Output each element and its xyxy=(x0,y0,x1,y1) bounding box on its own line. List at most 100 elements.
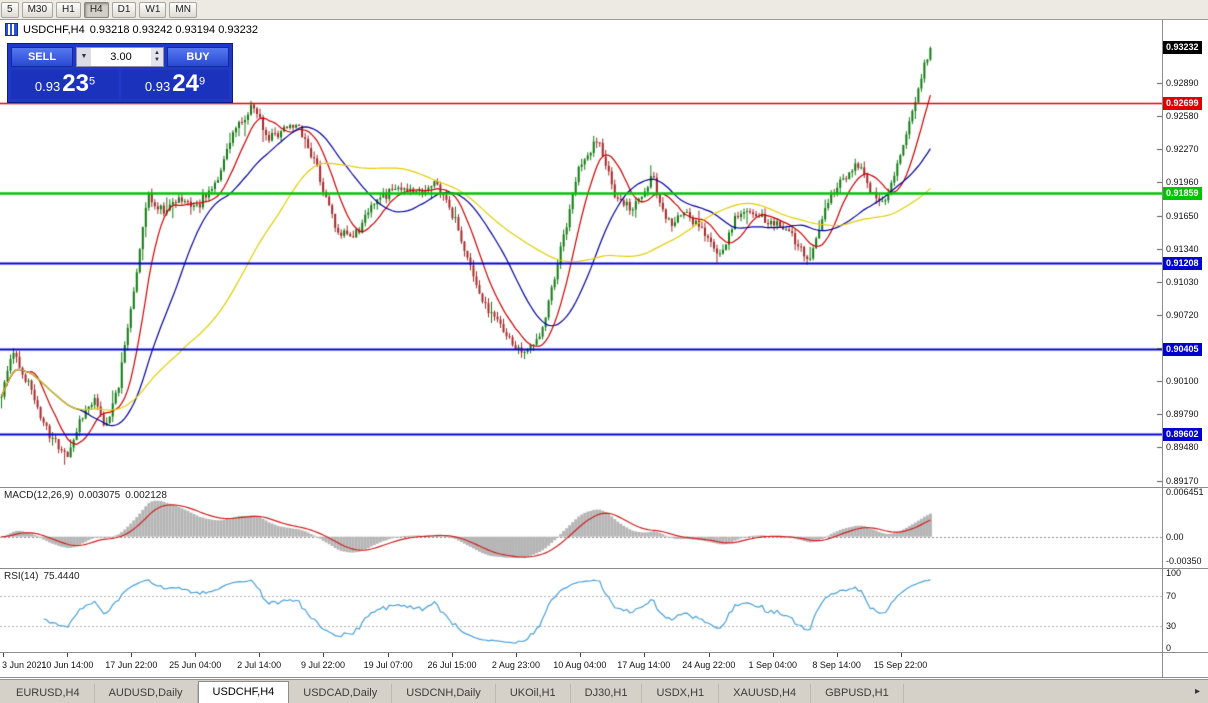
chart-tab-usdx-h1[interactable]: USDX,H1 xyxy=(642,684,720,703)
timeframe-button-h1[interactable]: H1 xyxy=(56,1,81,18)
time-tick xyxy=(259,653,261,657)
rsi-indicator-label: RSI(14) 75.4440 xyxy=(4,571,80,582)
price-tick-label: 0.92890 xyxy=(1166,78,1199,89)
rsi-scale-label: 100 xyxy=(1166,568,1182,578)
chart-icon xyxy=(5,23,18,36)
time-tick xyxy=(67,653,69,657)
chart-tab-dj30-h1[interactable]: DJ30,H1 xyxy=(571,684,643,703)
time-tick xyxy=(3,653,5,657)
chart-tab-xauusd-h4[interactable]: XAUUSD,H4 xyxy=(719,684,812,703)
timeframe-button-d1[interactable]: D1 xyxy=(111,1,137,18)
buy-price-sup: 9 xyxy=(198,75,206,88)
chart-tab-ukoil-h1[interactable]: UKOil,H1 xyxy=(496,684,571,703)
time-tick xyxy=(131,653,133,657)
macd-scale-label: 0.00 xyxy=(1166,531,1184,542)
buy-price-display[interactable]: 0.93249 xyxy=(121,70,229,99)
price-level-label: 0.90405 xyxy=(1163,342,1202,356)
timeframe-button-m30[interactable]: M30 xyxy=(21,1,54,18)
time-label: 24 Aug 22:00 xyxy=(682,660,736,670)
sell-price-base: 0.93 xyxy=(34,79,61,94)
price-tick-label: 0.89790 xyxy=(1166,409,1199,420)
volume-spinner[interactable]: ▲ ▼ xyxy=(151,48,163,66)
time-label: 15 Sep 22:00 xyxy=(873,660,928,670)
timeframe-toolbar: 5 M30 H1 H4 D1 W1 MN xyxy=(0,0,1208,20)
time-tick xyxy=(579,653,581,657)
price-tick-label: 0.90720 xyxy=(1166,309,1199,320)
time-label: 25 Jun 04:00 xyxy=(169,660,222,670)
time-label: 19 Jul 07:00 xyxy=(363,660,413,670)
time-label: 9 Jul 22:00 xyxy=(301,660,346,670)
time-label: 26 Jul 15:00 xyxy=(427,660,477,670)
rsi-scale-label: 70 xyxy=(1166,590,1177,601)
price-tick-label: 0.92580 xyxy=(1166,111,1199,122)
pane-separator xyxy=(0,487,1208,488)
time-label: 8 Sep 14:00 xyxy=(812,660,861,670)
price-tick-label: 0.91960 xyxy=(1166,177,1199,188)
time-tick xyxy=(515,653,517,657)
buy-price-base: 0.93 xyxy=(144,79,171,94)
macd-scale-label: 0.006451 xyxy=(1166,486,1204,497)
chart-tab-usdchf-h4[interactable]: USDCHF,H4 xyxy=(197,681,290,703)
rsi-scale-label: 30 xyxy=(1166,620,1177,631)
chart-tab-eurusd-h4[interactable]: EURUSD,H4 xyxy=(2,684,95,703)
price-level-label: 0.91208 xyxy=(1163,256,1202,270)
time-tick xyxy=(836,653,838,657)
sell-price-display[interactable]: 0.93235 xyxy=(11,70,119,99)
chart-ohlc-values: 0.93218 0.93242 0.93194 0.93232 xyxy=(89,23,258,36)
chart-tab-usdcnh-daily[interactable]: USDCNH,Daily xyxy=(392,684,496,703)
sell-button[interactable]: SELL xyxy=(11,47,73,67)
price-tick-label: 0.91650 xyxy=(1166,210,1199,221)
volume-dropdown-icon[interactable]: ▼ xyxy=(77,48,91,66)
spin-up-icon[interactable]: ▲ xyxy=(154,50,160,56)
volume-input[interactable] xyxy=(91,48,151,66)
price-tick-label: 0.89170 xyxy=(1166,475,1199,486)
time-label: 17 Aug 14:00 xyxy=(617,660,671,670)
tab-scroll-right-icon[interactable]: ▸ xyxy=(1194,686,1200,697)
rsi-value: 75.4440 xyxy=(43,571,80,582)
timeframe-button-5[interactable]: 5 xyxy=(1,1,19,18)
time-tick xyxy=(708,653,710,657)
macd-signal-value: 0.002128 xyxy=(125,490,167,501)
price-tick-label: 0.91340 xyxy=(1166,243,1199,254)
chart-tab-usdcad-daily[interactable]: USDCAD,Daily xyxy=(289,684,393,703)
chart-tab-gbpusd-h1[interactable]: GBPUSD,H1 xyxy=(811,684,904,703)
chart-window: USDCHF,H4 0.93218 0.93242 0.93194 0.9323… xyxy=(0,20,1208,679)
time-tick xyxy=(643,653,645,657)
spin-down-icon[interactable]: ▼ xyxy=(154,57,160,63)
time-label: 1 Sep 04:00 xyxy=(748,660,797,670)
chart-tab-bar: EURUSD,H4 AUDUSD,Daily USDCHF,H4 USDCAD,Dai… xyxy=(0,679,1208,703)
time-tick xyxy=(195,653,197,657)
pane-separator xyxy=(0,652,1208,653)
time-tick xyxy=(772,653,774,657)
timeframe-button-mn[interactable]: MN xyxy=(169,1,197,18)
macd-scale-label: -0.00350 xyxy=(1166,556,1202,567)
price-level-label: 0.92699 xyxy=(1163,97,1202,111)
current-price-label: 0.93232 xyxy=(1163,40,1202,54)
chart-tab-audusd-daily[interactable]: AUDUSD,Daily xyxy=(95,684,198,703)
rsi-name: RSI(14) xyxy=(4,571,39,582)
one-click-trading-panel: SELL ▼ ▲ ▼ BUY 0.93235 0.93249 xyxy=(8,44,232,102)
chart-header: USDCHF,H4 0.93218 0.93242 0.93194 0.9323… xyxy=(5,23,258,36)
time-label: 3 Jun 2021 xyxy=(2,660,47,670)
pane-separator xyxy=(0,677,1208,678)
macd-main-value: 0.003075 xyxy=(78,490,121,501)
price-tick-label: 0.92270 xyxy=(1166,144,1199,155)
time-label: 10 Aug 04:00 xyxy=(553,660,607,670)
rsi-scale-label: 0 xyxy=(1166,643,1172,653)
time-label: 10 Jun 14:00 xyxy=(41,660,94,670)
pane-separator xyxy=(0,568,1208,569)
price-tick-label: 0.91030 xyxy=(1166,276,1199,287)
price-scale[interactable]: 0.92890 0.92580 0.92270 0.91960 0.91650 0.913… xyxy=(1162,20,1208,677)
buy-button[interactable]: BUY xyxy=(167,47,229,67)
sell-price-sup: 5 xyxy=(88,75,96,88)
time-axis: 3 Jun 2021 10 Jun 14:00 17 Jun 22:00 25 Jun… xyxy=(0,653,1162,677)
price-tick-label: 0.90100 xyxy=(1166,376,1199,387)
timeframe-button-w1[interactable]: W1 xyxy=(139,1,167,18)
macd-name: MACD(12,26,9) xyxy=(4,490,74,501)
buy-price-big: 24 xyxy=(172,70,199,97)
timeframe-button-h4[interactable]: H4 xyxy=(83,1,109,18)
price-chart-canvas[interactable] xyxy=(0,20,1162,653)
time-label: 2 Aug 23:00 xyxy=(491,660,540,670)
sell-price-big: 23 xyxy=(62,70,89,97)
